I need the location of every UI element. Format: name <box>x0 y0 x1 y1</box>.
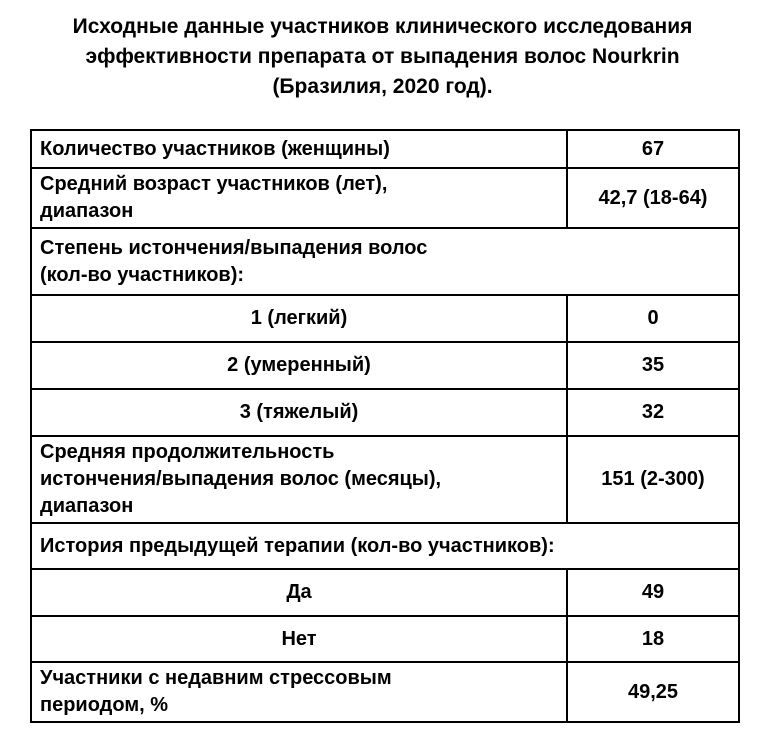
row-label: Да <box>30 568 568 617</box>
study-data-table: Количество участников (женщины) 67 Средн… <box>30 129 740 723</box>
row-label: Средний возраст участников (лет), диапаз… <box>30 167 568 229</box>
row-value: 0 <box>566 294 740 343</box>
table-row: Участники с недавним стрессовым периодом… <box>30 661 740 723</box>
row-value: 67 <box>566 129 740 169</box>
row-value: 42,7 (18-64) <box>566 167 740 229</box>
row-value: 32 <box>566 388 740 437</box>
table-section-row: История предыдущей терапии (кол-во участ… <box>30 522 740 570</box>
row-label: 2 (умеренный) <box>30 341 568 390</box>
row-value: 35 <box>566 341 740 390</box>
table-section-row: Степень истончения/выпадения волос (кол-… <box>30 227 740 296</box>
row-label: 1 (легкий) <box>30 294 568 343</box>
table-row: Нет 18 <box>30 615 740 663</box>
table-row: 3 (тяжелый) 32 <box>30 388 740 437</box>
row-label: Количество участников (женщины) <box>30 129 568 169</box>
section-header: История предыдущей терапии (кол-во участ… <box>30 522 740 570</box>
row-value: 151 (2-300) <box>566 435 740 524</box>
page-title: Исходные данные участников клинического … <box>72 15 693 98</box>
table-row: 1 (легкий) 0 <box>30 294 740 343</box>
table-row: Средняя продолжительность истончения/вып… <box>30 435 740 524</box>
row-label: Средняя продолжительность истончения/вып… <box>30 435 568 524</box>
row-value: 49,25 <box>566 661 740 723</box>
section-header: Степень истончения/выпадения волос (кол-… <box>30 227 740 296</box>
table-row: Средний возраст участников (лет), диапаз… <box>30 167 740 229</box>
row-value: 18 <box>566 615 740 663</box>
table-row: Количество участников (женщины) 67 <box>30 129 740 169</box>
table-row: Да 49 <box>30 568 740 617</box>
row-label: Участники с недавним стрессовым периодом… <box>30 661 568 723</box>
row-label: 3 (тяжелый) <box>30 388 568 437</box>
row-label: Нет <box>30 615 568 663</box>
row-value: 49 <box>566 568 740 617</box>
table-row: 2 (умеренный) 35 <box>30 341 740 390</box>
